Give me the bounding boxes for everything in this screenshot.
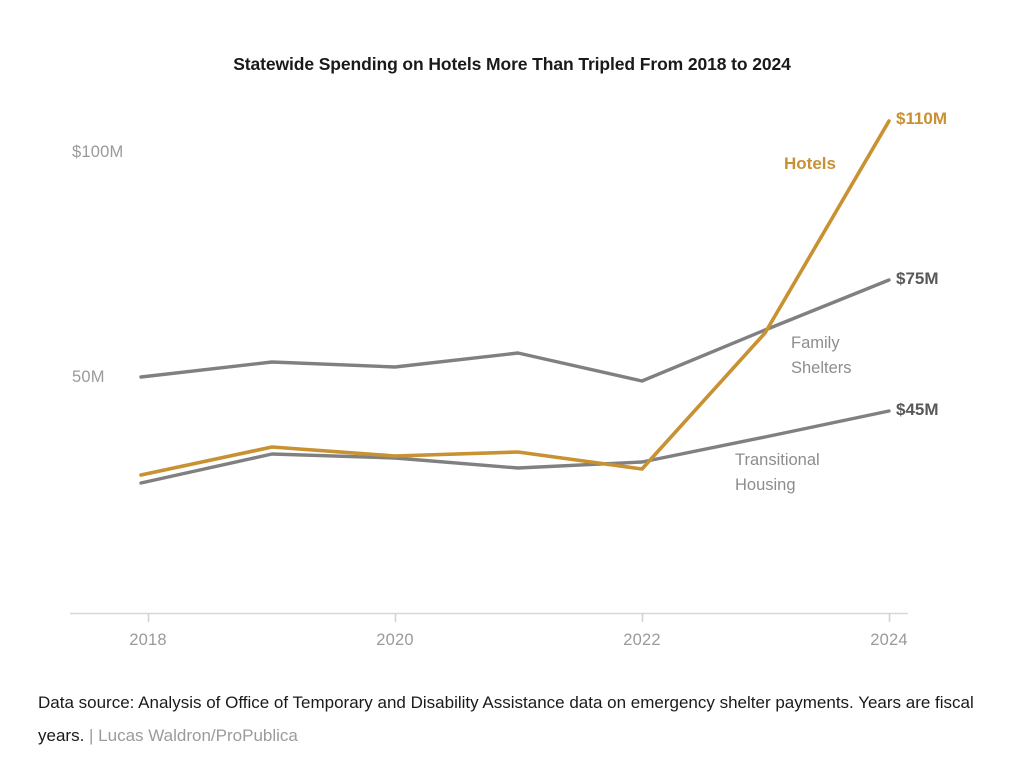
series-label-transitional-housing: Transitional Housing <box>735 448 820 498</box>
value-label-family-shelters: $75M <box>896 269 939 288</box>
footer-separator: | <box>84 726 99 745</box>
series-label-family-shelters-line2: Shelters <box>791 359 852 377</box>
series-line-family-shelters <box>139 278 891 383</box>
y-tick-label-50m: 50M <box>72 368 105 386</box>
chart-title: Statewide Spending on Hotels More Than T… <box>233 54 791 74</box>
series-line-transitional-housing <box>139 409 891 485</box>
value-label-hotels: $110M <box>896 109 948 128</box>
line-chart-svg <box>70 119 908 622</box>
footer-source-text: Data source: Analysis of Office of Tempo… <box>38 693 974 745</box>
plot-area: $100M 50M 2018 2020 2022 2024 Hotels Fam… <box>70 109 948 649</box>
series-label-family-shelters-line1: Family <box>791 334 840 352</box>
x-tick-label-2020: 2020 <box>376 631 414 649</box>
x-tick-label-2018: 2018 <box>129 631 167 649</box>
footer-credit: Lucas Waldron/ProPublica <box>98 726 298 745</box>
x-tick-label-2022: 2022 <box>623 631 661 649</box>
series-line-hotels <box>139 119 891 477</box>
y-tick-label-100m: $100M <box>72 143 124 161</box>
chart-footer: Data source: Analysis of Office of Tempo… <box>38 686 988 752</box>
series-label-hotels: Hotels <box>784 154 836 173</box>
series-label-transitional-housing-line2: Housing <box>735 476 796 494</box>
value-label-transitional-housing: $45M <box>896 400 939 419</box>
series-label-transitional-housing-line1: Transitional <box>735 451 820 469</box>
x-tick-label-2024: 2024 <box>870 631 908 649</box>
series-label-family-shelters: Family Shelters <box>791 331 852 381</box>
